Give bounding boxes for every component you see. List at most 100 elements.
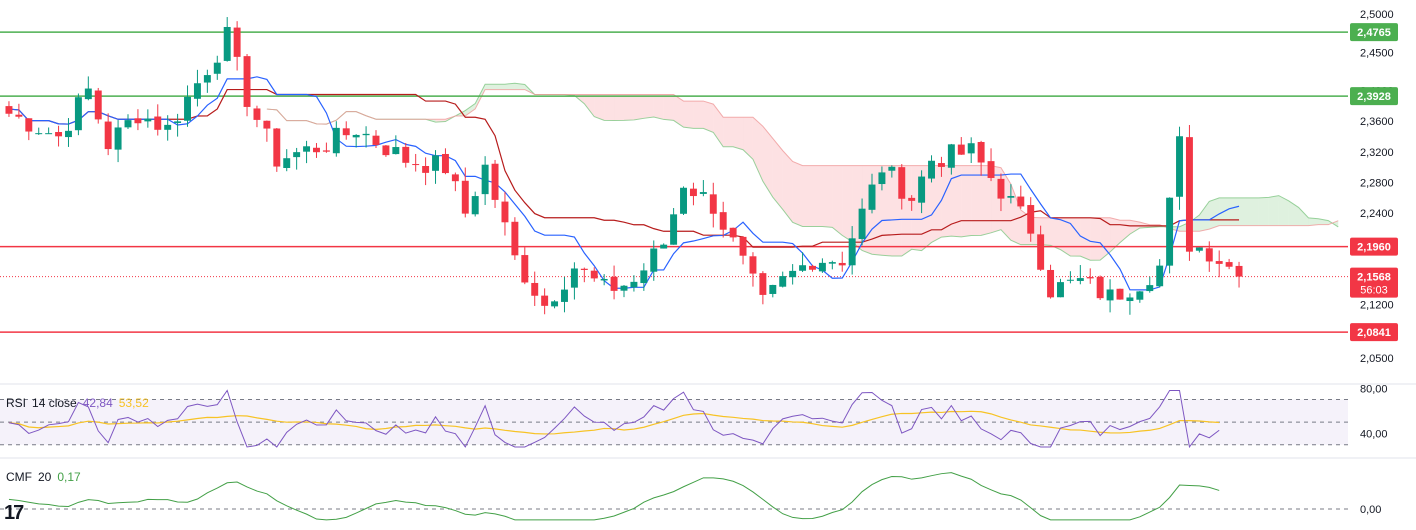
ichimoku-cloud-segment bbox=[644, 94, 654, 118]
candle-body bbox=[1087, 277, 1094, 278]
price-tick-label: 2,0500 bbox=[1360, 353, 1394, 365]
candle-body bbox=[511, 222, 518, 256]
ichimoku-cloud-segment bbox=[842, 166, 852, 242]
candle-body bbox=[799, 265, 806, 271]
candle-body bbox=[115, 127, 122, 149]
candle-body bbox=[531, 283, 538, 296]
candle-body bbox=[869, 185, 876, 210]
candle-body bbox=[55, 132, 62, 136]
ichimoku-cloud-segment bbox=[822, 166, 832, 228]
price-tick-label: 2,5000 bbox=[1360, 9, 1394, 21]
ichimoku-cloud-segment bbox=[693, 101, 703, 128]
candle-body bbox=[710, 194, 717, 213]
candle-body bbox=[214, 63, 221, 74]
candle-body bbox=[601, 279, 608, 280]
candle-body bbox=[1236, 266, 1243, 277]
candle-body bbox=[541, 296, 548, 306]
candle-body bbox=[125, 120, 132, 127]
price-tick-label: 2,3200 bbox=[1360, 147, 1394, 159]
candle-body bbox=[412, 164, 419, 165]
candle-body bbox=[442, 154, 449, 173]
tradingview-logo[interactable]: 17 bbox=[4, 502, 22, 525]
candle-body bbox=[997, 179, 1004, 199]
candle-body bbox=[581, 269, 588, 270]
candle-body bbox=[1186, 137, 1193, 252]
ichimoku-cloud-segment bbox=[1249, 198, 1259, 226]
candle-body bbox=[25, 118, 32, 131]
ichimoku-cloud-segment bbox=[1239, 198, 1249, 226]
ichimoku-cloud-segment bbox=[485, 84, 495, 89]
candle-body bbox=[1057, 282, 1064, 297]
candle-body bbox=[402, 147, 409, 163]
candle-body bbox=[95, 91, 102, 120]
candle-body bbox=[105, 122, 112, 150]
candle-body bbox=[809, 266, 816, 270]
candle-body bbox=[521, 255, 528, 282]
candle-body bbox=[35, 133, 42, 134]
ichimoku-cloud-segment bbox=[495, 84, 505, 89]
ichimoku-cloud-segment bbox=[594, 94, 604, 120]
rsi-legend-name: RSI bbox=[6, 396, 26, 410]
ichimoku-cloud-segment bbox=[1269, 196, 1279, 226]
candle-body bbox=[1166, 198, 1173, 266]
candle-body bbox=[611, 277, 618, 291]
price-tick-label: 2,1200 bbox=[1360, 300, 1394, 312]
ichimoku-cloud-segment bbox=[793, 162, 803, 227]
candle-body bbox=[263, 121, 270, 129]
candle-body bbox=[65, 131, 72, 137]
candle-body bbox=[313, 148, 320, 152]
candle-body bbox=[234, 28, 241, 57]
candle-body bbox=[392, 147, 399, 154]
candle-body bbox=[154, 117, 161, 130]
candle-body bbox=[1206, 248, 1213, 261]
candle-body bbox=[1176, 136, 1183, 197]
candle-body bbox=[938, 163, 945, 167]
candle-body bbox=[1126, 297, 1133, 301]
candle-body bbox=[1077, 278, 1084, 281]
ichimoku-cloud-segment bbox=[971, 166, 981, 236]
cmf-tick-label: 0,00 bbox=[1360, 504, 1381, 516]
candle-body bbox=[194, 83, 201, 99]
candle-body bbox=[1007, 196, 1014, 198]
candle-body bbox=[968, 143, 975, 153]
ichimoku-cloud-segment bbox=[1090, 218, 1100, 260]
candle-body bbox=[144, 119, 151, 122]
ichimoku-cloud-segment bbox=[723, 117, 733, 147]
candle-body bbox=[878, 172, 885, 184]
ichimoku-cloud-segment bbox=[1120, 220, 1130, 242]
candle-body bbox=[839, 263, 846, 265]
candle-body bbox=[660, 245, 667, 249]
ichimoku-cloud-segment bbox=[961, 166, 971, 237]
level-price-label: 2,1960 bbox=[1357, 242, 1391, 254]
candle-body bbox=[749, 256, 756, 273]
ichimoku-cloud-segment bbox=[753, 117, 763, 181]
candle-body bbox=[174, 121, 181, 123]
candle-body bbox=[908, 198, 915, 201]
candle-body bbox=[482, 165, 489, 194]
candle-body bbox=[303, 146, 310, 151]
candle-body bbox=[1136, 291, 1143, 299]
rsi-tick-label: 40,00 bbox=[1360, 428, 1388, 440]
candle-body bbox=[472, 196, 479, 214]
candle-body bbox=[253, 108, 260, 119]
rsi-legend-value: 42,84 bbox=[83, 396, 113, 410]
ichimoku-cloud-segment bbox=[664, 94, 674, 120]
candle-body bbox=[204, 75, 211, 82]
candle-body bbox=[343, 128, 350, 135]
candle-body bbox=[789, 271, 796, 277]
ichimoku-cloud-segment bbox=[1259, 197, 1269, 225]
candle-body bbox=[1156, 266, 1163, 287]
candle-body bbox=[373, 136, 380, 145]
candle-body bbox=[224, 27, 231, 61]
ichimoku-cloud-segment bbox=[812, 166, 822, 227]
candle-body bbox=[462, 181, 469, 214]
candle-body bbox=[1107, 289, 1114, 300]
ichimoku-cloud-segment bbox=[743, 117, 753, 159]
candle-body bbox=[1067, 280, 1074, 281]
level-price-label: 2,3928 bbox=[1357, 91, 1391, 103]
candle-body bbox=[918, 177, 925, 203]
